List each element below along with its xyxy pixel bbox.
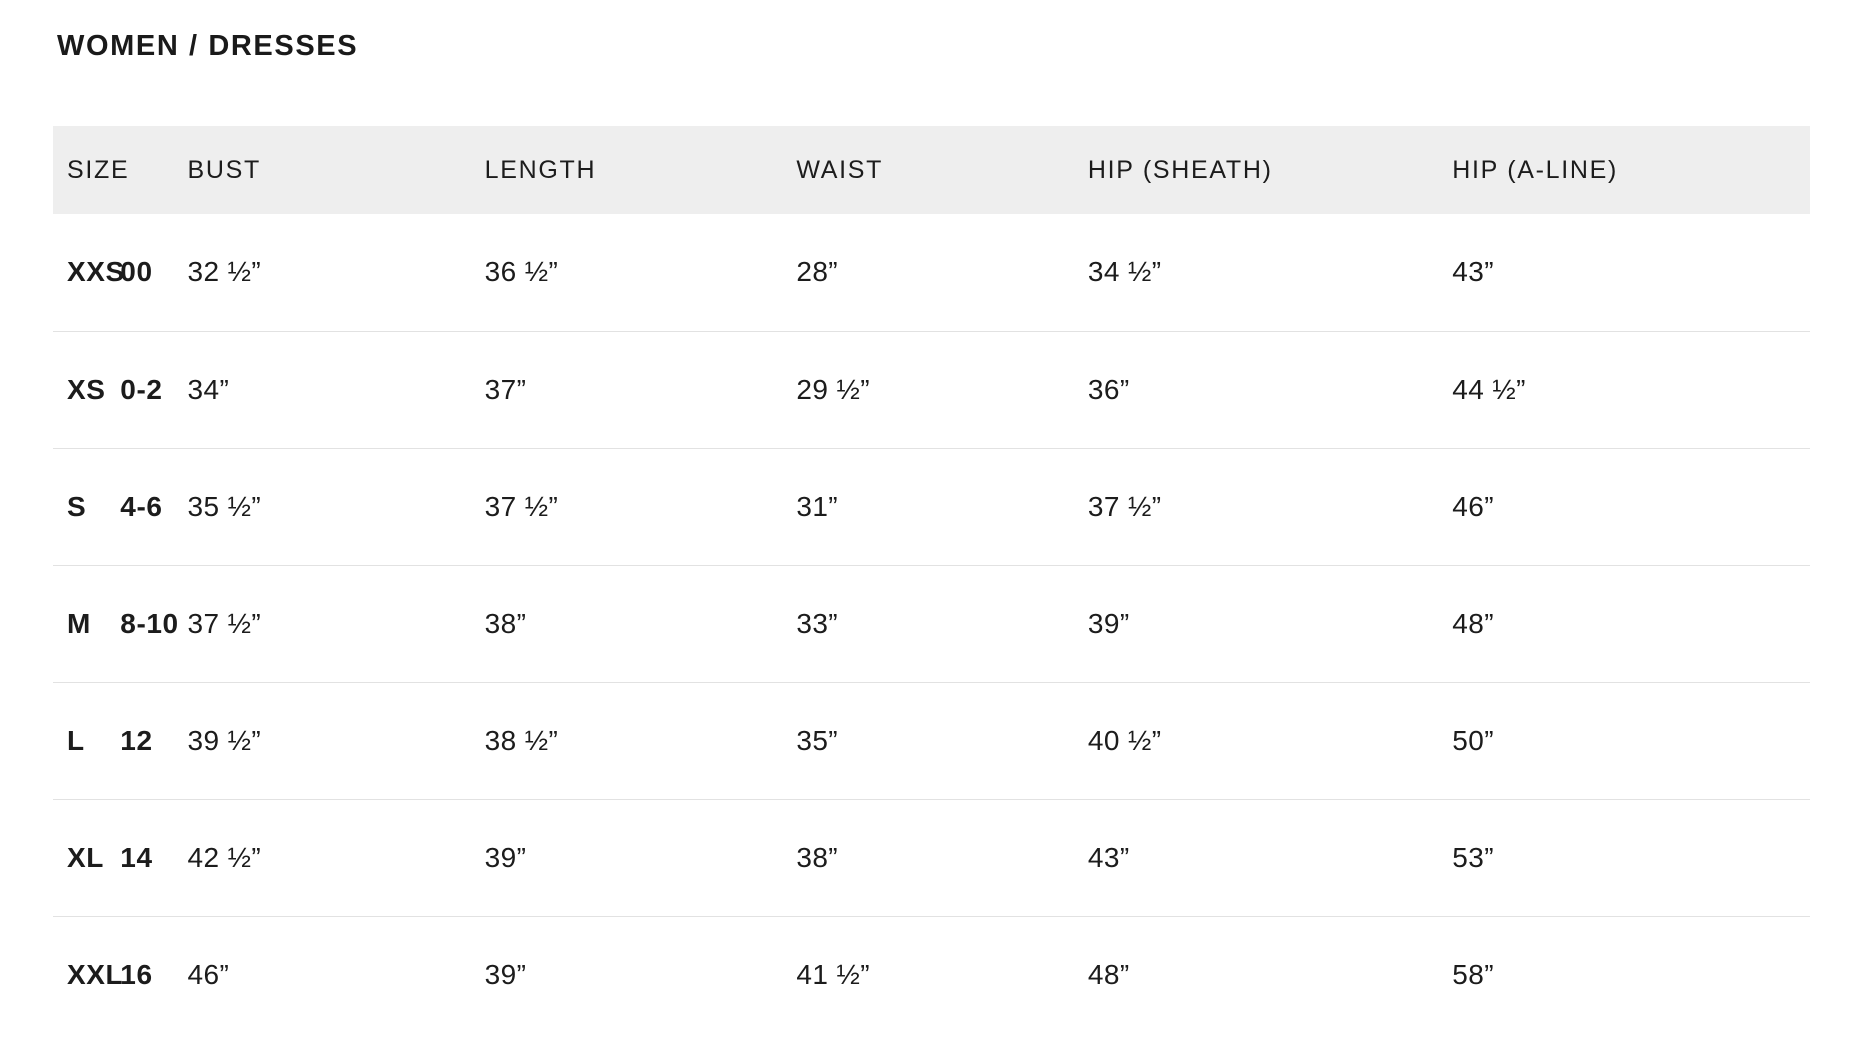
- cell-bust: 35 ½”: [187, 490, 262, 522]
- cell-size-alpha: XL: [67, 841, 104, 873]
- column-header-bust: BUST: [187, 155, 262, 184]
- cell-size-numeric: 00: [120, 256, 153, 288]
- table-row: XL 14 42 ½” 39” 38” 43” 53”: [53, 799, 1810, 916]
- cell-waist: 29 ½”: [796, 373, 870, 405]
- cell-hip-aline: 53”: [1452, 841, 1494, 873]
- cell-hip-aline: 43”: [1452, 256, 1494, 288]
- column-header-length: LENGTH: [484, 155, 597, 184]
- table-row: M 8-10 37 ½” 38” 33” 39” 48”: [53, 565, 1810, 682]
- cell-size-numeric: 8-10: [120, 607, 179, 639]
- table-row: XS 0-2 34” 37” 29 ½” 36” 44 ½”: [53, 331, 1810, 448]
- cell-size-alpha: S: [67, 490, 87, 522]
- cell-hip-aline: 58”: [1452, 958, 1494, 990]
- cell-hip-aline: 50”: [1452, 724, 1494, 756]
- cell-size-alpha: L: [67, 724, 85, 756]
- cell-bust: 46”: [187, 958, 230, 990]
- table-row: S 4-6 35 ½” 37 ½” 31” 37 ½” 46”: [53, 448, 1810, 565]
- cell-waist: 38”: [796, 841, 839, 873]
- column-header-hip-sheath: HIP (SHEATH): [1087, 155, 1273, 184]
- cell-length: 38 ½”: [484, 724, 559, 756]
- cell-size-numeric: 4-6: [120, 490, 163, 522]
- cell-length: 38”: [484, 607, 527, 639]
- table-body: XXS 00 32 ½” 36 ½” 28” 34 ½” 43” XS 0-2 …: [53, 214, 1810, 1033]
- cell-hip-sheath: 40 ½”: [1087, 724, 1162, 756]
- cell-bust: 37 ½”: [187, 607, 262, 639]
- cell-size-numeric: 14: [120, 841, 153, 873]
- cell-waist: 31”: [796, 490, 839, 522]
- cell-length: 36 ½”: [484, 256, 559, 288]
- table-header: SIZE BUST LENGTH WAIST HIP (SHEATH) HIP …: [53, 126, 1810, 214]
- table-row: XXS 00 32 ½” 36 ½” 28” 34 ½” 43”: [53, 214, 1810, 331]
- cell-hip-sheath: 43”: [1087, 841, 1130, 873]
- cell-hip-aline: 44 ½”: [1452, 373, 1526, 405]
- cell-size-numeric: 16: [120, 958, 153, 990]
- column-header-size: SIZE: [67, 155, 130, 184]
- cell-hip-aline: 46”: [1452, 490, 1494, 522]
- table-row: XXL 16 46” 39” 41 ½” 48” 58”: [53, 916, 1810, 1033]
- cell-hip-sheath: 37 ½”: [1087, 490, 1162, 522]
- cell-hip-sheath: 39”: [1087, 607, 1130, 639]
- cell-waist: 35”: [796, 724, 839, 756]
- cell-size-alpha: XS: [67, 373, 106, 405]
- cell-size-alpha: XXS: [67, 256, 125, 288]
- cell-bust: 39 ½”: [187, 724, 262, 756]
- cell-bust: 34”: [187, 373, 230, 405]
- cell-bust: 32 ½”: [187, 256, 262, 288]
- cell-waist: 33”: [796, 607, 839, 639]
- cell-length: 39”: [484, 841, 527, 873]
- column-header-waist: WAIST: [796, 155, 884, 184]
- cell-waist: 28”: [796, 256, 839, 288]
- table-header-row: SIZE BUST LENGTH WAIST HIP (SHEATH) HIP …: [53, 126, 1810, 214]
- cell-hip-sheath: 48”: [1087, 958, 1130, 990]
- page-title: WOMEN / DRESSES: [57, 30, 359, 62]
- cell-size-alpha: XXL: [67, 958, 124, 990]
- cell-size-numeric: 12: [120, 724, 153, 756]
- cell-length: 39”: [484, 958, 527, 990]
- cell-waist: 41 ½”: [796, 958, 870, 990]
- cell-hip-sheath: 34 ½”: [1087, 256, 1162, 288]
- table-row: L 12 39 ½” 38 ½” 35” 40 ½” 50”: [53, 682, 1810, 799]
- cell-hip-aline: 48”: [1452, 607, 1494, 639]
- cell-size-numeric: 0-2: [120, 373, 163, 405]
- cell-hip-sheath: 36”: [1087, 373, 1130, 405]
- cell-length: 37 ½”: [484, 490, 559, 522]
- size-chart-table: SIZE BUST LENGTH WAIST HIP (SHEATH) HIP …: [53, 126, 1810, 1033]
- column-header-hip-aline: HIP (A-LINE): [1452, 155, 1619, 184]
- cell-bust: 42 ½”: [187, 841, 262, 873]
- cell-size-alpha: M: [67, 607, 91, 639]
- cell-length: 37”: [484, 373, 527, 405]
